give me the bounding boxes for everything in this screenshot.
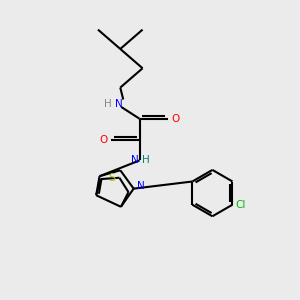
Text: H: H bbox=[104, 99, 112, 109]
Text: N: N bbox=[137, 181, 145, 191]
Text: O: O bbox=[171, 114, 179, 124]
Text: N: N bbox=[115, 99, 123, 109]
Text: O: O bbox=[100, 135, 108, 145]
Text: Cl: Cl bbox=[236, 200, 246, 210]
Text: H: H bbox=[142, 155, 150, 165]
Text: N: N bbox=[131, 155, 138, 165]
Text: S: S bbox=[108, 173, 116, 183]
